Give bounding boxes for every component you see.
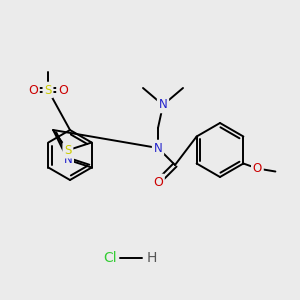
Text: O: O <box>153 176 163 188</box>
Text: O: O <box>28 83 38 97</box>
Text: N: N <box>154 142 162 154</box>
Text: O: O <box>253 162 262 175</box>
Text: H: H <box>147 251 157 265</box>
Text: O: O <box>58 83 68 97</box>
Text: N: N <box>64 153 72 166</box>
Text: Cl: Cl <box>103 251 117 265</box>
Text: S: S <box>64 144 72 157</box>
Text: N: N <box>159 98 167 112</box>
Text: S: S <box>44 83 52 97</box>
